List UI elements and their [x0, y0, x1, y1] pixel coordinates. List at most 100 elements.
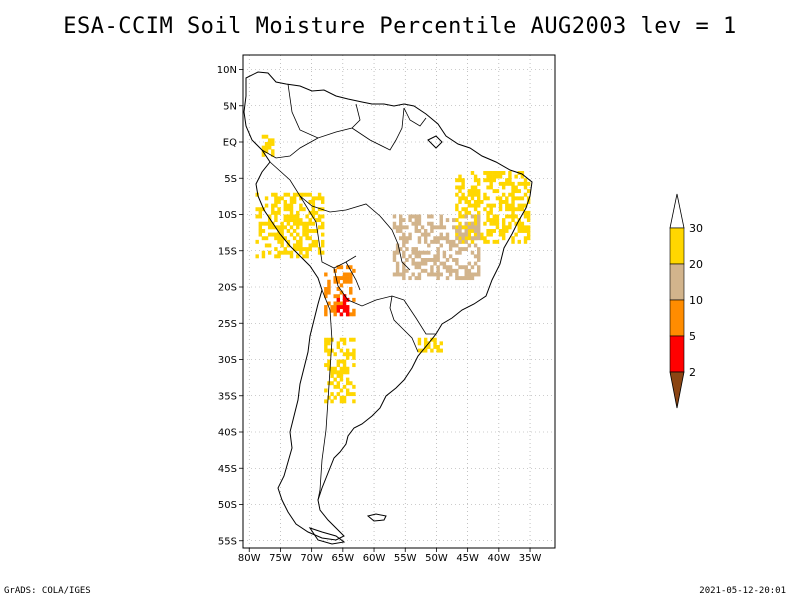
- data-cell: [399, 214, 403, 219]
- data-cell: [336, 305, 341, 310]
- data-cell: [264, 134, 269, 139]
- data-cell: [317, 247, 322, 252]
- data-cell: [464, 232, 468, 237]
- data-cell: [327, 279, 331, 284]
- data-cell: [308, 247, 312, 252]
- data-cell: [258, 232, 263, 237]
- data-cell: [514, 221, 518, 226]
- data-cell: [523, 192, 528, 197]
- data-cell: [267, 218, 272, 223]
- data-cell: [470, 265, 475, 270]
- data-cell: [436, 348, 440, 353]
- data-cell: [296, 243, 300, 248]
- data-cell: [430, 348, 434, 353]
- data-cell: [333, 352, 337, 357]
- data-cell: [505, 196, 509, 201]
- data-cell: [311, 239, 316, 244]
- data-cell: [305, 254, 309, 259]
- data-cell: [311, 221, 316, 226]
- data-cell: [439, 348, 443, 353]
- data-cell: [448, 265, 453, 270]
- data-cell: [289, 210, 294, 215]
- data-cell: [271, 232, 275, 237]
- data-cell: [267, 232, 272, 237]
- data-cell: [408, 236, 412, 241]
- data-cell: [486, 185, 490, 190]
- data-cell: [402, 243, 406, 248]
- data-cell: [492, 189, 497, 194]
- data-cell: [436, 225, 440, 230]
- data-cell: [464, 210, 468, 215]
- data-cell: [477, 221, 481, 226]
- data-cell: [286, 229, 291, 233]
- data-cell: [501, 192, 506, 197]
- data-cell: [339, 377, 344, 382]
- data-cell: [464, 200, 468, 204]
- data-cell: [514, 189, 518, 194]
- data-cell: [330, 392, 334, 397]
- data-cell: [333, 308, 337, 313]
- data-cell: [417, 250, 422, 255]
- data-cell: [511, 207, 515, 212]
- data-cell: [526, 214, 531, 219]
- data-cell: [277, 225, 281, 230]
- data-cell: [261, 229, 266, 233]
- data-cell: [352, 268, 356, 273]
- data-cell: [264, 149, 269, 154]
- data-cell: [264, 196, 269, 201]
- data-cell: [483, 196, 487, 201]
- data-cell: [464, 214, 468, 219]
- data-cell: [486, 232, 490, 237]
- data-cell: [255, 207, 259, 212]
- data-cell: [436, 265, 440, 270]
- data-cell: [289, 196, 294, 201]
- data-cell: [467, 203, 472, 208]
- data-cell: [477, 232, 481, 237]
- data-cell: [505, 203, 509, 208]
- data-cell: [470, 192, 475, 197]
- data-cell: [517, 221, 521, 226]
- data-cell: [464, 276, 468, 281]
- data-cell: [411, 272, 415, 277]
- data-cell: [255, 254, 259, 259]
- data-cell: [477, 192, 481, 197]
- data-cell: [514, 185, 518, 190]
- data-cell: [395, 247, 400, 252]
- data-cell: [423, 258, 428, 262]
- data-cell: [492, 221, 497, 226]
- data-cell: [405, 258, 409, 262]
- data-cell: [517, 203, 521, 208]
- data-cell: [277, 250, 281, 255]
- data-cell: [271, 142, 275, 146]
- data-cell: [274, 232, 278, 237]
- data-cell: [317, 207, 322, 212]
- data-cell: [477, 181, 481, 186]
- data-cell: [342, 276, 347, 281]
- data-cell: [495, 239, 500, 244]
- data-cell: [477, 218, 481, 223]
- data-cell: [430, 268, 434, 273]
- data-cell: [342, 341, 347, 346]
- data-cell: [517, 229, 521, 233]
- data-cell: [445, 265, 450, 270]
- data-cell: [461, 181, 465, 186]
- data-cell: [508, 225, 512, 230]
- y-tick-label: 5N: [223, 101, 237, 112]
- data-cell: [423, 348, 428, 353]
- data-cell: [333, 370, 337, 375]
- data-cell: [267, 138, 272, 143]
- data-cell: [336, 308, 341, 313]
- data-cell: [458, 189, 462, 194]
- data-cell: [345, 348, 350, 353]
- data-cell: [305, 247, 309, 252]
- data-cell: [277, 210, 281, 215]
- data-cell: [498, 171, 503, 175]
- data-cell: [423, 268, 428, 273]
- data-cell: [461, 192, 465, 197]
- data-cell: [277, 254, 281, 259]
- data-cell: [402, 236, 406, 241]
- data-cell: [299, 236, 303, 241]
- data-cell: [352, 312, 356, 317]
- data-cell: [274, 236, 278, 241]
- data-cell: [414, 276, 419, 281]
